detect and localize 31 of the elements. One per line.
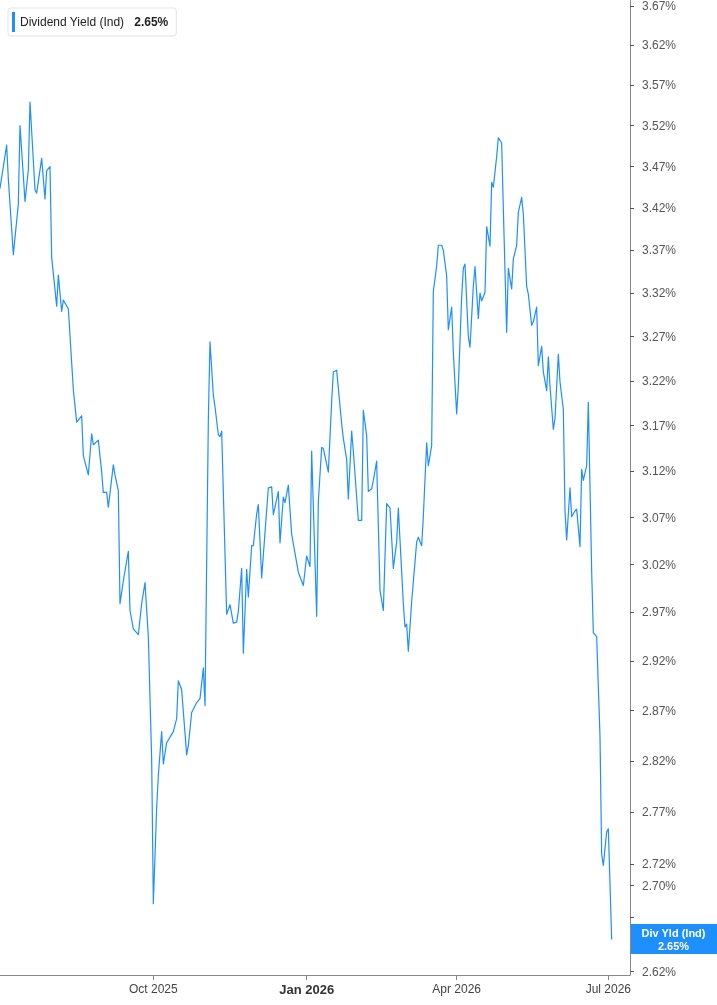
y-tick-label: 3.47% [642, 159, 677, 174]
legend-label: Dividend Yield (Ind) [20, 15, 135, 29]
x-tick-label: Oct 2025 [128, 982, 179, 996]
y-tick-label: 3.07% [642, 510, 677, 525]
y-tick-label: 3.32% [642, 286, 677, 301]
y-tick-label: 3.52% [642, 118, 677, 133]
y-tick-label: 2.70% [642, 878, 677, 893]
y-tick-label: 2.97% [642, 605, 677, 620]
y-tick-label: 2.92% [642, 654, 677, 669]
y-tick-label: 2.72% [642, 857, 677, 872]
annotation: 2.65% [134, 15, 169, 29]
annotation: Div Yld (Ind) [641, 926, 706, 939]
y-tick-label: 2.77% [642, 805, 677, 820]
y-tick-label: 3.17% [642, 418, 677, 433]
x-tick-label: Jan 2026 [279, 982, 335, 997]
y-tick-label: 3.42% [642, 201, 677, 216]
text: 2.65% [657, 939, 690, 952]
y-tick-label: 3.67% [642, 0, 677, 13]
y-tick-label: 3.02% [642, 557, 677, 572]
y-tick-label: 3.62% [642, 38, 677, 53]
y-tick-label: 3.12% [642, 464, 677, 479]
x-tick-label: Jul 2026 [585, 982, 632, 996]
y-tick-label: 2.87% [642, 703, 677, 718]
y-tick-label: 3.27% [642, 329, 677, 344]
y-tick-label: 3.22% [642, 373, 677, 388]
y-tick-label: 3.37% [642, 243, 677, 258]
y-tick-label: 2.62% [642, 964, 677, 979]
y-tick-label: 3.57% [642, 78, 677, 93]
x-tick-label: Apr 2026 [432, 982, 482, 996]
y-tick-label: 2.82% [642, 753, 677, 768]
line-series [0, 101, 613, 940]
